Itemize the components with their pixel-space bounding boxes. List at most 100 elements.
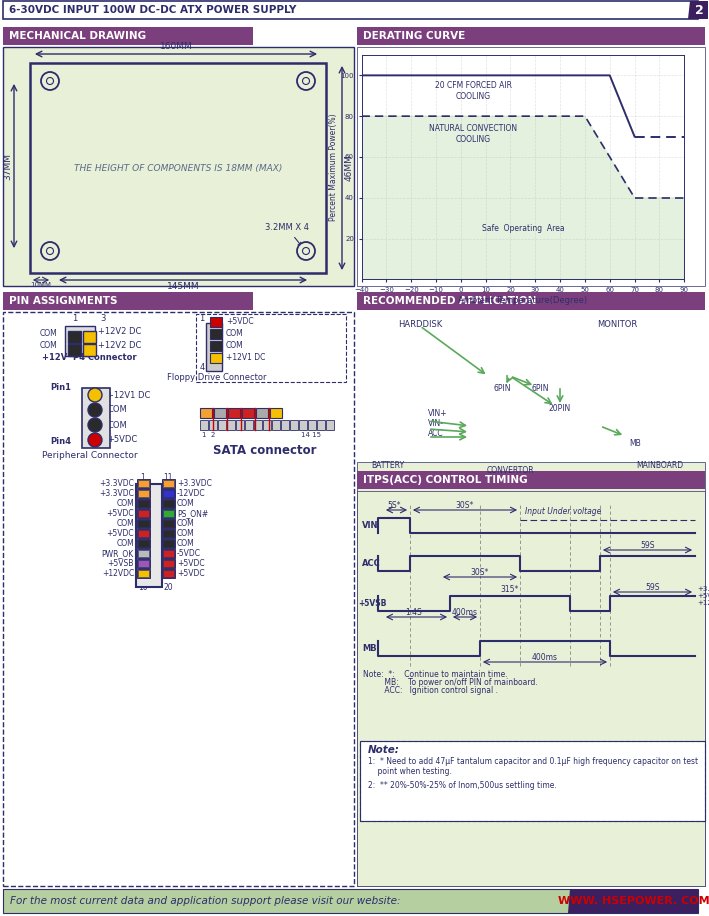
Circle shape — [41, 72, 59, 90]
Bar — [206, 323, 222, 371]
Bar — [690, 1, 708, 19]
Text: Pin1: Pin1 — [50, 384, 71, 392]
Bar — [137, 559, 150, 568]
Bar — [210, 353, 222, 363]
Text: 6PIN: 6PIN — [493, 384, 510, 393]
Text: HARDDISK: HARDDISK — [398, 320, 442, 329]
Text: DERATING CURVE: DERATING CURVE — [363, 31, 465, 41]
Circle shape — [88, 388, 102, 402]
Text: +12V2 DC: +12V2 DC — [98, 341, 141, 350]
Bar — [3, 1, 698, 19]
Bar — [138, 500, 149, 507]
Text: COM: COM — [116, 519, 134, 529]
Bar — [210, 341, 222, 351]
Circle shape — [303, 78, 310, 84]
Text: VIN: VIN — [362, 521, 379, 530]
Circle shape — [297, 72, 315, 90]
Bar — [210, 317, 222, 327]
Bar — [236, 420, 244, 430]
X-axis label: Ambient Temperature(Degree): Ambient Temperature(Degree) — [458, 296, 588, 305]
Text: COM: COM — [177, 529, 195, 539]
Text: 5S*: 5S* — [387, 501, 401, 510]
Text: Input Under voltage: Input Under voltage — [525, 507, 601, 516]
Text: 400ms: 400ms — [532, 653, 558, 662]
Text: 1.4S: 1.4S — [406, 608, 423, 617]
Text: PWR_OK: PWR_OK — [102, 550, 134, 559]
Text: +12V  P4 Connector: +12V P4 Connector — [42, 354, 137, 363]
Bar — [245, 420, 253, 430]
Text: +5VDC: +5VDC — [106, 529, 134, 539]
Bar — [163, 480, 174, 487]
Bar — [210, 329, 222, 339]
Bar — [163, 510, 174, 517]
Text: 30S*: 30S* — [456, 501, 474, 510]
Text: VIN-: VIN- — [428, 419, 444, 428]
Bar — [3, 312, 354, 886]
Text: PS_ON#: PS_ON# — [177, 509, 208, 518]
Text: +5VDC: +5VDC — [177, 570, 205, 579]
Text: 30S*: 30S* — [471, 568, 489, 577]
Text: ACC:   Ignition control signal .: ACC: Ignition control signal . — [363, 686, 498, 695]
Text: COM: COM — [226, 330, 244, 339]
Bar — [137, 529, 150, 538]
Circle shape — [88, 433, 102, 447]
Text: 10MM: 10MM — [30, 282, 52, 288]
Text: +5VDC: +5VDC — [107, 435, 138, 444]
Text: NATURAL CONVECTION
COOLING: NATURAL CONVECTION COOLING — [429, 125, 518, 144]
Bar — [162, 569, 175, 578]
Text: 4: 4 — [199, 363, 205, 372]
Bar — [137, 499, 150, 508]
Bar — [228, 408, 240, 418]
Text: 400ms: 400ms — [452, 608, 478, 617]
Text: 59S: 59S — [640, 541, 654, 550]
Text: For the most current data and application support please visit our website:: For the most current data and applicatio… — [10, 896, 401, 906]
Bar — [272, 420, 280, 430]
Bar — [242, 408, 254, 418]
Circle shape — [88, 418, 102, 432]
Bar — [317, 420, 325, 430]
Text: Safe  Operating  Area: Safe Operating Area — [481, 224, 564, 233]
Bar — [3, 47, 354, 286]
Bar — [281, 420, 289, 430]
Text: Note:  *:    Continue to maintain time.: Note: *: Continue to maintain time. — [363, 670, 508, 679]
Text: 6-30VDC INPUT 100W DC-DC ATX POWER SUPPLY: 6-30VDC INPUT 100W DC-DC ATX POWER SUPPL… — [9, 5, 296, 15]
Circle shape — [297, 242, 315, 260]
Bar — [357, 27, 705, 45]
Text: 1: 1 — [72, 314, 77, 323]
Text: COM: COM — [107, 406, 127, 415]
Bar — [138, 560, 149, 567]
Text: MONITOR: MONITOR — [597, 320, 637, 329]
Text: COM: COM — [40, 329, 57, 337]
Bar — [65, 326, 95, 356]
Bar — [299, 420, 307, 430]
Bar — [360, 741, 705, 821]
Bar — [138, 490, 149, 497]
Text: COM: COM — [226, 342, 244, 351]
Text: 20: 20 — [163, 583, 173, 592]
Bar — [256, 408, 268, 418]
Bar — [357, 47, 705, 286]
Polygon shape — [688, 1, 690, 19]
Text: 6PIN: 6PIN — [531, 384, 549, 393]
Text: +5VDC: +5VDC — [226, 318, 254, 326]
Bar — [138, 510, 149, 517]
Bar — [83, 331, 96, 343]
Text: 160MM: 160MM — [160, 42, 192, 51]
Bar — [68, 344, 81, 356]
Bar — [163, 550, 174, 557]
Bar — [68, 331, 81, 343]
Text: +3.3VDC: +3.3VDC — [99, 489, 134, 498]
Text: +12V1 DC: +12V1 DC — [107, 390, 150, 399]
Bar — [162, 549, 175, 558]
Bar — [357, 491, 705, 886]
Text: +12V1 DC: +12V1 DC — [226, 354, 265, 363]
Text: MECHANICAL DRAWING: MECHANICAL DRAWING — [9, 31, 146, 41]
Circle shape — [47, 78, 53, 84]
Text: 145MM: 145MM — [167, 282, 199, 291]
Bar — [162, 509, 175, 518]
Bar — [3, 889, 698, 913]
Text: +5VDC: +5VDC — [177, 560, 205, 569]
Text: Floppy Drive Connector: Floppy Drive Connector — [167, 374, 267, 383]
Text: COM: COM — [107, 420, 127, 430]
Polygon shape — [568, 889, 570, 913]
